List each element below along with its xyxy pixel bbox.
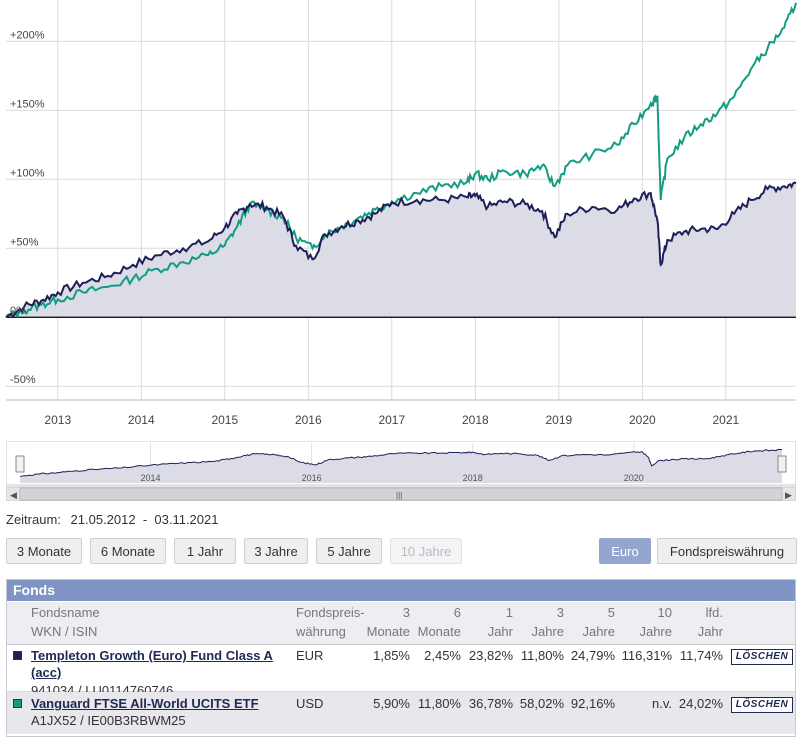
- button-3-monate[interactable]: 3 Monate: [6, 538, 82, 564]
- fund-name-link[interactable]: Templeton Growth (Euro) Fund Class A (ac…: [31, 647, 273, 681]
- zeitraum-range: 21.05.2012 - 03.11.2021: [70, 512, 219, 527]
- y-tick-label: +200%: [10, 29, 45, 41]
- x-tick-label: 2018: [462, 413, 489, 427]
- col-period-top: 1: [505, 605, 513, 620]
- button-3-jahre[interactable]: 3 Jahre: [244, 538, 308, 564]
- button-6-monate[interactable]: 6 Monate: [90, 538, 166, 564]
- col-period-bottom: Jahre: [639, 624, 672, 639]
- col-period-top: 3: [556, 605, 564, 620]
- navigator-year-label: 2018: [463, 473, 483, 483]
- col-period-bottom: Jahr: [697, 624, 723, 639]
- y-tick-label: -50%: [10, 374, 36, 386]
- performance-value: 23,82%: [468, 648, 513, 663]
- button-10-jahre[interactable]: 10 Jahre: [390, 538, 462, 564]
- button-euro[interactable]: Euro: [599, 538, 651, 564]
- performance-value: 58,02%: [519, 696, 564, 711]
- fund-wkn: A1JX52 / IE00B3RBWM25: [31, 713, 186, 728]
- x-tick-label: 2020: [629, 413, 656, 427]
- performance-value: n.v.: [652, 696, 672, 711]
- zeitraum-label: Zeitraum:: [6, 512, 61, 527]
- navigator-handle-right[interactable]: [777, 455, 787, 473]
- performance-value: 11,74%: [679, 648, 723, 663]
- navigator-year-label: 2020: [624, 473, 644, 483]
- x-tick-label: 2016: [295, 413, 322, 427]
- fund-name-line1: Templeton Growth (Euro) Fund Class A: [31, 648, 273, 663]
- x-tick-label: 2013: [44, 413, 71, 427]
- templeton-area: [6, 182, 796, 318]
- y-axis-labels: +200% +150% +100% +50% 0% -50%: [10, 29, 45, 386]
- performance-value: 5,90%: [373, 696, 410, 711]
- delete-button[interactable]: LÖSCHEN: [731, 649, 793, 665]
- performance-value: 1,85%: [373, 648, 410, 663]
- fund-name-line2: (acc): [31, 665, 62, 680]
- performance-chart: +200%+150%+100%+50%0%-50% 2013 2014 2015 20…: [5, 0, 797, 427]
- table-row: Templeton Growth (Euro) Fund Class A (ac…: [7, 645, 795, 698]
- col-period-top: 3: [402, 605, 410, 620]
- color-swatch: [13, 651, 22, 660]
- y-tick-label: +100%: [10, 167, 45, 179]
- fonds-table-title: Fonds: [7, 580, 795, 601]
- performance-value: 11,80%: [520, 648, 564, 663]
- performance-value: 24,02%: [678, 696, 723, 711]
- scroll-left-icon[interactable]: ◀: [10, 490, 17, 500]
- zeitraum: Zeitraum: 21.05.2012 - 03.11.2021: [6, 512, 224, 527]
- fund-currency: USD: [296, 696, 324, 711]
- col-fondsname: Fondsname: [31, 605, 100, 620]
- scrollbar-thumb[interactable]: [19, 487, 783, 501]
- col-period-bottom: Jahre: [531, 624, 564, 639]
- scrollbar-grip-icon: |||: [396, 491, 402, 500]
- fonds-table: Fonds Fondsname WKN / ISIN Fondspreis- w…: [6, 579, 796, 737]
- x-tick-label: 2019: [545, 413, 572, 427]
- performance-value: 116,31%: [621, 648, 672, 663]
- templeton-line: [5, 181, 797, 319]
- y-tick-label: +150%: [10, 98, 45, 110]
- performance-value: 36,78%: [468, 696, 513, 711]
- scroll-right-icon[interactable]: ▶: [785, 490, 792, 500]
- col-wkn-isin: WKN / ISIN: [31, 624, 98, 639]
- button-1-jahr[interactable]: 1 Jahr: [174, 538, 236, 564]
- performance-value: 24,79%: [570, 648, 615, 663]
- vanguard-line: [5, 2, 797, 319]
- x-tick-label: 2014: [128, 413, 155, 427]
- performance-value: 11,80%: [417, 696, 461, 711]
- performance-value: 2,45%: [424, 648, 461, 663]
- x-tick-label: 2015: [211, 413, 238, 427]
- x-tick-label: 2021: [713, 413, 740, 427]
- navigator-line: [19, 448, 783, 477]
- table-row: Vanguard FTSE All-World UCITS ETF A1JX52…: [7, 692, 795, 734]
- navigator-year-label: 2014: [140, 473, 160, 483]
- x-tick-label: 2017: [378, 413, 405, 427]
- button-5-jahre[interactable]: 5 Jahre: [316, 538, 382, 564]
- col-waehrung: währung: [296, 624, 346, 639]
- fund-currency: EUR: [296, 648, 324, 663]
- color-swatch: [13, 699, 22, 708]
- navigator-labels: 2014 2016 2018 2020: [140, 473, 643, 483]
- col-period-bottom: Monate: [366, 624, 410, 639]
- col-period-top: lfd.: [705, 605, 723, 620]
- col-period-bottom: Monate: [417, 624, 461, 639]
- col-period-bottom: Jahr: [487, 624, 513, 639]
- performance-value: 92,16%: [570, 696, 615, 711]
- period-buttons: 3 Monate 6 Monate 1 Jahr 3 Jahre 5 Jahre…: [0, 538, 802, 566]
- y-tick-label: +50%: [10, 236, 39, 248]
- navigator-handle-left[interactable]: [15, 455, 25, 473]
- fund-name-link[interactable]: Vanguard FTSE All-World UCITS ETF: [31, 696, 259, 711]
- col-fondspreis: Fondspreis-: [296, 605, 365, 620]
- range-navigator[interactable]: 2014 2016 2018 2020 ◀ ▶ |||: [6, 441, 796, 501]
- x-axis-labels: 2013 2014 2015 2016 2017 2018 2019 2020 2021: [44, 413, 739, 427]
- col-period-bottom: Jahre: [582, 624, 615, 639]
- col-period-top: 5: [607, 605, 615, 620]
- delete-button[interactable]: LÖSCHEN: [731, 697, 793, 713]
- col-period-top: 10: [657, 605, 672, 620]
- y-tick-label: 0%: [10, 305, 26, 317]
- col-period-top: 6: [453, 605, 461, 620]
- navigator-area: [20, 449, 782, 483]
- navigator-year-label: 2016: [302, 473, 322, 483]
- button-fondspreiswaehrung[interactable]: Fondspreiswährung: [657, 538, 797, 564]
- table-header: Fondsname WKN / ISIN Fondspreis- währung…: [7, 602, 795, 645]
